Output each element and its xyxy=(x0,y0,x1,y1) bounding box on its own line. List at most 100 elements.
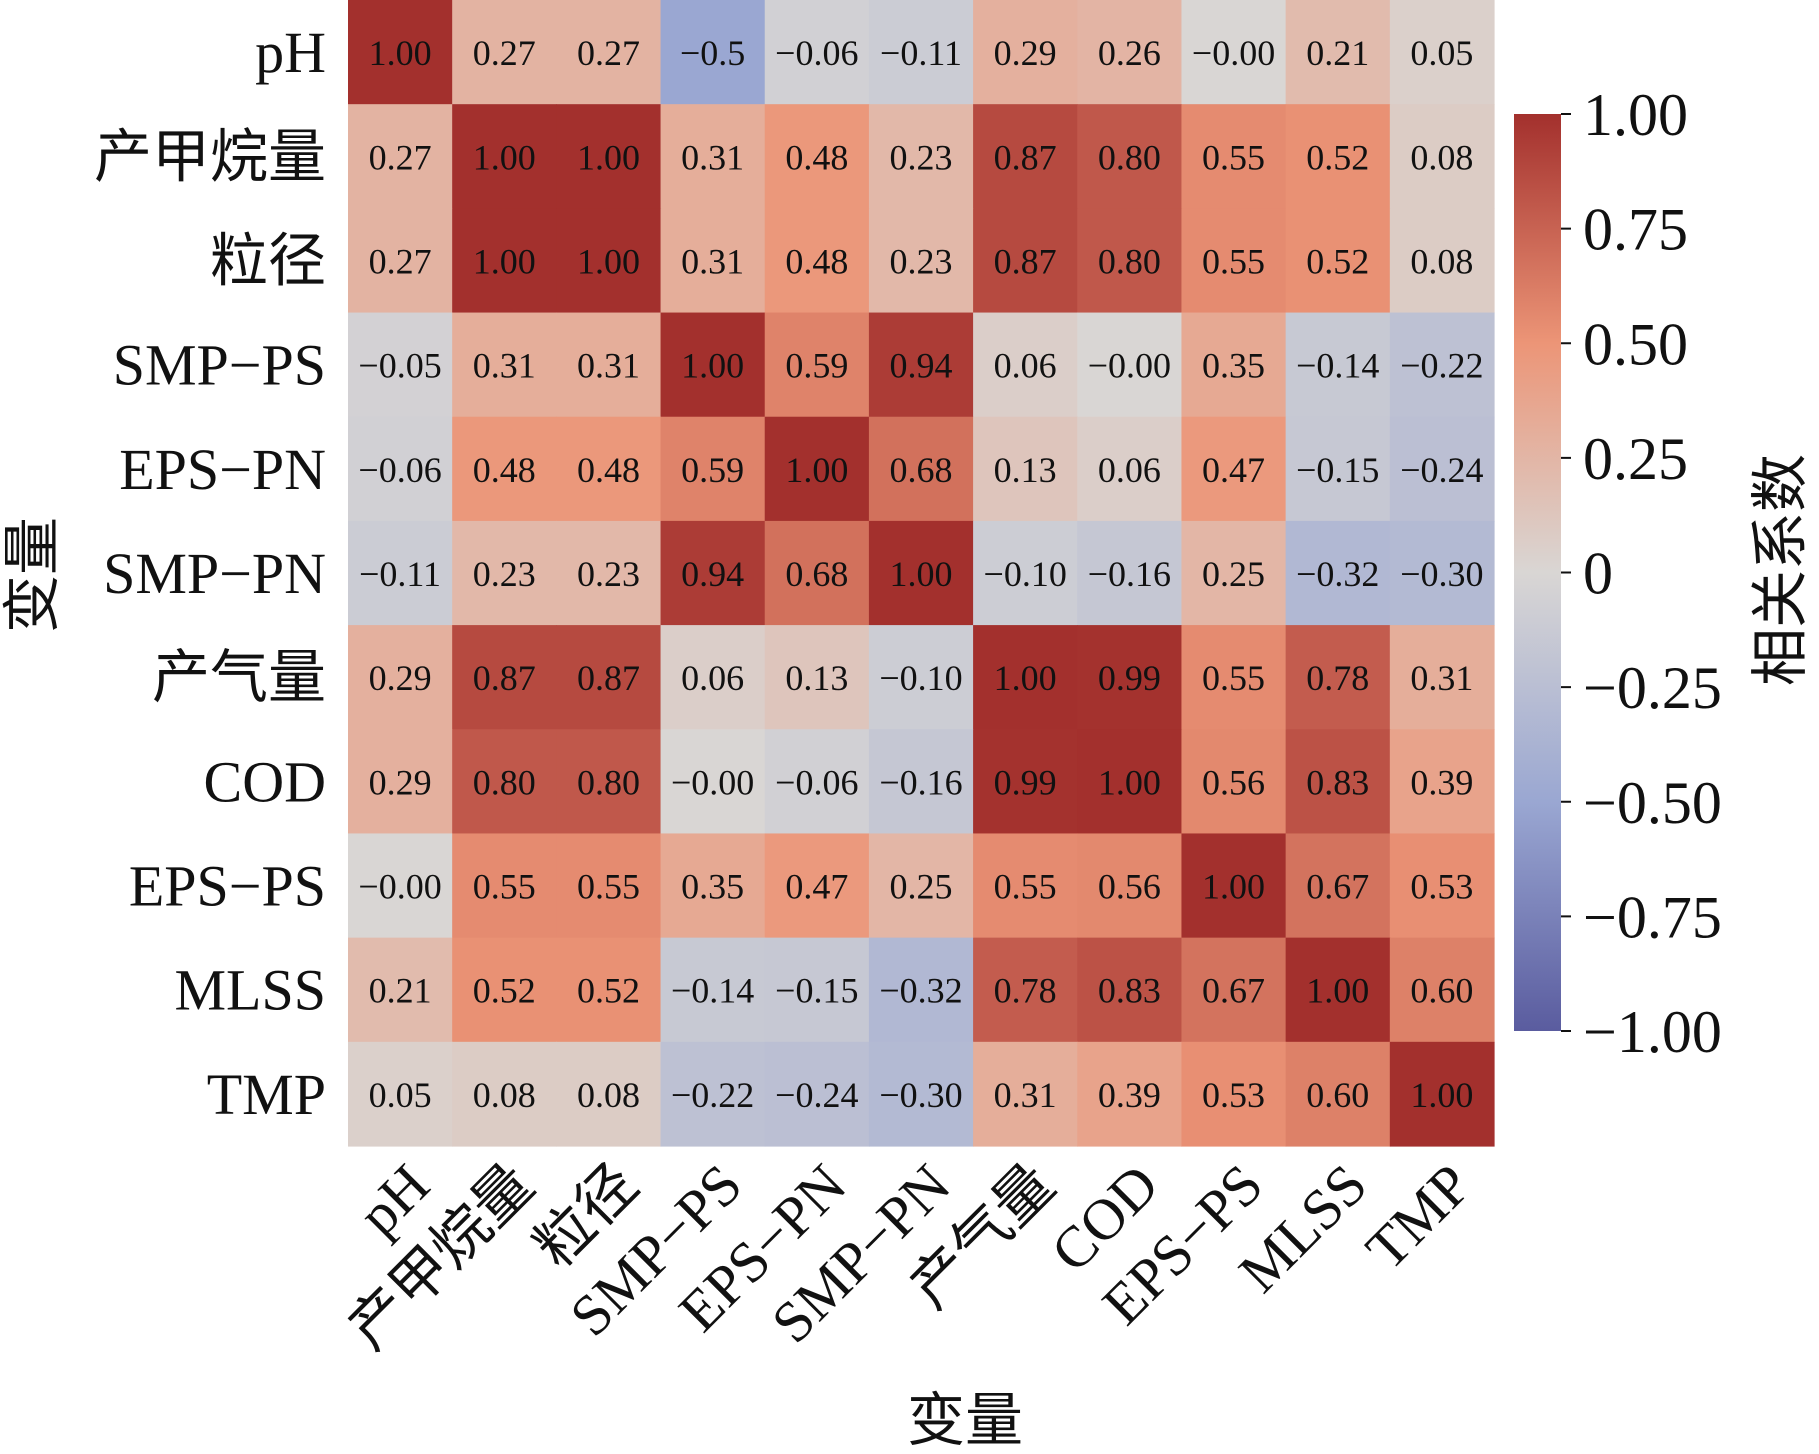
cell-value-label: 0.67 xyxy=(1202,971,1265,1011)
cell-value-label: 1.00 xyxy=(1410,1075,1473,1115)
cell-value-label: 0.47 xyxy=(1202,450,1265,490)
cell-value-label: 0.99 xyxy=(1098,658,1161,698)
cell-value-label: −0.06 xyxy=(775,762,858,802)
y-tick-label: EPS−PN xyxy=(119,437,326,502)
colorbar: 1.00 0.75 0.50 0.25 0 −0.25 −0.50 −0.75 −1.00 相关… xyxy=(1514,82,1813,1065)
heatmap-cell xyxy=(1077,416,1183,522)
colorbar-tick-label: −0.75 xyxy=(1583,884,1722,950)
heatmap-cell xyxy=(1389,729,1495,835)
cell-value-label: 0.59 xyxy=(785,346,848,386)
cell-value-label: −0.11 xyxy=(359,554,441,594)
cell-value-label: 0.80 xyxy=(1098,137,1161,177)
cell-value-label: 1.00 xyxy=(577,241,640,281)
heatmap-cell xyxy=(348,1041,453,1147)
cell-value-label: 1.00 xyxy=(369,33,432,73)
cell-value-label: 0.06 xyxy=(681,658,744,698)
cell-value-label: −0.00 xyxy=(1088,346,1171,386)
heatmap-cell xyxy=(452,625,557,730)
cell-value-label: 0.53 xyxy=(1410,867,1473,907)
cell-value-label: −0.06 xyxy=(775,33,858,73)
cell-value-label: −0.24 xyxy=(775,1075,858,1115)
heatmap-cell xyxy=(452,520,557,626)
cell-value-label: 1.00 xyxy=(473,241,536,281)
heatmap-cell xyxy=(660,1041,766,1147)
heatmap-cell xyxy=(973,104,1078,209)
heatmap-cell xyxy=(1077,208,1183,314)
heatmap-cell xyxy=(1285,0,1391,105)
heatmap-cell xyxy=(1181,0,1287,105)
heatmap-cell xyxy=(452,0,557,105)
cell-value-label: 0.59 xyxy=(681,450,744,490)
y-tick-label: 产甲烷量 xyxy=(94,124,326,189)
cell-value-label: 0.35 xyxy=(1202,346,1265,386)
heatmap-cell xyxy=(348,520,453,626)
heatmap-cell xyxy=(868,312,974,418)
heatmap-cell xyxy=(973,729,1078,835)
cell-value-label: 0.55 xyxy=(1202,658,1265,698)
cell-value-label: −0.30 xyxy=(879,1075,962,1115)
cell-value-label: 0.52 xyxy=(1306,137,1369,177)
heatmap-cell xyxy=(556,208,662,314)
heatmap-cell xyxy=(764,729,870,835)
cell-value-label: 1.00 xyxy=(994,658,1057,698)
cell-value-label: 0.52 xyxy=(577,971,640,1011)
y-tick-label: 粒径 xyxy=(210,228,326,293)
heatmap-cell xyxy=(1077,520,1183,626)
cell-value-label: 0.25 xyxy=(890,867,953,907)
cell-value-label: −0.14 xyxy=(671,971,754,1011)
cell-value-label: 0.08 xyxy=(1410,137,1473,177)
heatmap-cell xyxy=(660,625,766,730)
heatmap-cell xyxy=(348,833,453,939)
heatmap-cell xyxy=(764,208,870,314)
heatmap-cell xyxy=(764,625,870,730)
x-tick-label: TMP xyxy=(1353,1152,1483,1282)
cell-value-label: 0.05 xyxy=(1410,33,1473,73)
heatmap-cell xyxy=(1077,104,1183,209)
cell-value-label: 0.94 xyxy=(890,346,953,386)
cell-value-label: 0.05 xyxy=(369,1075,432,1115)
heatmap-cell xyxy=(1389,416,1495,522)
cell-value-label: 0.94 xyxy=(681,554,744,594)
cell-value-label: 0.29 xyxy=(369,762,432,802)
cell-value-label: 0.87 xyxy=(994,137,1057,177)
cell-value-label: 0.06 xyxy=(994,346,1057,386)
heatmap-cell xyxy=(1285,625,1391,730)
heatmap-cell xyxy=(452,833,557,939)
cell-value-label: 0.08 xyxy=(473,1075,536,1115)
heatmap-cell xyxy=(1077,833,1183,939)
heatmap-cell xyxy=(1181,520,1287,626)
cell-value-label: 0.35 xyxy=(681,867,744,907)
heatmap-cell xyxy=(556,416,662,522)
heatmap-cell xyxy=(868,729,974,835)
heatmap-cell xyxy=(556,0,662,105)
cell-value-label: −0.16 xyxy=(1088,554,1171,594)
heatmap-cell xyxy=(348,729,453,835)
cell-value-label: 0.21 xyxy=(369,971,432,1011)
heatmap-cell xyxy=(1181,833,1287,939)
heatmap-cell-labels: 1.00 0.27 0.27 −0.5 −0.06 −0.11 0.29 0.26 −0.00 0… xyxy=(358,33,1483,1115)
cell-value-label: 0.13 xyxy=(785,658,848,698)
colorbar-tick-label: −0.50 xyxy=(1583,770,1722,836)
heatmap-cell xyxy=(1077,937,1183,1043)
colorbar-tick-label: 0.75 xyxy=(1583,197,1688,263)
heatmap-cell xyxy=(1181,937,1287,1043)
heatmap-cell xyxy=(1077,1041,1183,1147)
heatmap-cell xyxy=(868,1041,974,1147)
colorbar-gradient xyxy=(1514,114,1561,1031)
heatmap-cell xyxy=(1285,937,1391,1043)
heatmap-cell xyxy=(1077,625,1183,730)
heatmap-cell xyxy=(348,416,453,522)
cell-value-label: 0.87 xyxy=(473,658,536,698)
cell-value-label: 0.68 xyxy=(785,554,848,594)
cell-value-label: 1.00 xyxy=(1098,762,1161,802)
cell-value-label: 1.00 xyxy=(890,554,953,594)
heatmap-cell xyxy=(1181,729,1287,835)
heatmap-cell xyxy=(764,520,870,626)
cell-value-label: 0.13 xyxy=(994,450,1057,490)
heatmap-cell xyxy=(868,208,974,314)
y-tick-label: SMP−PS xyxy=(113,333,326,398)
cell-value-label: 0.26 xyxy=(1098,33,1161,73)
cell-value-label: 0.27 xyxy=(369,241,432,281)
heatmap-cell xyxy=(1181,1041,1287,1147)
